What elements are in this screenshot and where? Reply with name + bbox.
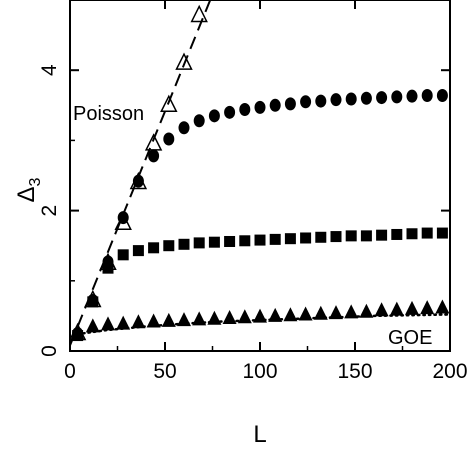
square-marker [224, 235, 236, 247]
square-marker [330, 231, 342, 243]
square-marker [284, 233, 296, 245]
square-marker [360, 230, 372, 242]
x-tick-label: 50 [153, 360, 176, 383]
reference-lines [70, 0, 450, 346]
circle-marker [300, 95, 312, 109]
filled-triangle-marker [207, 310, 222, 325]
open-triangle-marker [160, 94, 178, 113]
square-marker [132, 245, 144, 257]
square-marker [87, 296, 99, 308]
square-marker [102, 262, 114, 274]
filled-triangle-marker [222, 310, 237, 325]
circle-marker [224, 105, 236, 119]
y-tick-label: 2 [38, 205, 61, 217]
circle-marker [436, 88, 448, 102]
filled-triangle-marker [405, 300, 419, 315]
circle-marker [391, 90, 403, 104]
filled-triangle-marker [101, 316, 115, 331]
filled-triangle-marker [131, 314, 146, 329]
filled-triangle-marker [344, 304, 359, 319]
x-axis-ticks: 0 50 100 150 200 [64, 0, 468, 383]
circle-marker [315, 94, 327, 108]
open-triangle-marker [70, 322, 87, 341]
filled-triangle-marker [268, 307, 283, 322]
x-tick-label: 100 [242, 360, 277, 383]
square-marker [421, 227, 433, 239]
filled-triangle-marker [359, 303, 374, 318]
circle-marker [421, 88, 433, 102]
square-marker [345, 230, 357, 242]
square-marker [315, 231, 327, 243]
circle-marker [178, 121, 190, 135]
filled-triangle-marker [192, 311, 207, 326]
open-triangle-marker [84, 289, 102, 308]
circle-marker [330, 93, 342, 107]
square-marker [117, 249, 129, 261]
poisson-line [70, 0, 212, 346]
square-marker [208, 236, 220, 248]
square-marker [300, 232, 312, 244]
x-tick-label: 200 [432, 360, 467, 383]
y-axis-title: Δ3 [13, 177, 44, 202]
filled-triangle-marker [70, 326, 85, 341]
x-tick-label: 0 [64, 360, 76, 383]
open-triangle-marker [129, 171, 148, 190]
square-marker [178, 238, 190, 250]
filled-triangle-marker [389, 301, 404, 316]
filled-triangle-marker [374, 302, 389, 317]
square-marker [239, 235, 251, 247]
filled-triangle-marker [85, 318, 100, 333]
data-markers [70, 4, 450, 342]
filled-triangle-marker [283, 307, 298, 322]
circle-marker [269, 98, 281, 112]
square-marker [391, 228, 403, 240]
filled-triangle-marker [298, 306, 313, 321]
filled-triangle-marker [435, 299, 450, 314]
filled-triangle-marker [253, 308, 267, 323]
filled-triangle-marker [146, 313, 161, 328]
filled-triangle-marker [313, 305, 328, 320]
filled-triangle-marker [177, 312, 191, 327]
square-marker [436, 227, 448, 239]
y-tick-label: 0 [38, 345, 61, 357]
circle-marker [376, 91, 388, 105]
plot-frame [69, 0, 451, 352]
filled-triangle-marker [420, 300, 435, 315]
annotation-poisson: Poisson [73, 103, 144, 125]
square-marker [269, 233, 281, 245]
circle-marker [239, 103, 251, 117]
circle-marker [284, 97, 296, 111]
circle-marker [254, 100, 266, 114]
square-marker [376, 229, 388, 241]
filled-triangle-marker [116, 315, 131, 330]
circle-marker [208, 109, 220, 123]
annotation-goe: GOE [388, 327, 432, 349]
open-triangle-marker [99, 252, 117, 270]
circle-marker [406, 89, 418, 103]
circle-marker [360, 91, 372, 105]
filled-triangle-marker [237, 309, 252, 324]
filled-triangle-marker [329, 305, 343, 320]
circle-marker [345, 92, 357, 106]
filled-triangle-marker [161, 312, 176, 327]
square-marker [163, 240, 175, 252]
x-tick-label: 150 [337, 360, 372, 383]
circle-marker [163, 132, 175, 146]
circle-marker [193, 114, 205, 128]
open-triangle-marker [190, 4, 208, 23]
y-tick-label: 4 [38, 64, 61, 76]
open-triangle-marker [114, 212, 132, 230]
open-triangle-marker [175, 52, 193, 70]
circle-marker [148, 149, 160, 163]
square-marker [254, 234, 266, 246]
open-triangle-marker [144, 133, 163, 151]
square-marker [193, 237, 205, 249]
square-marker [148, 242, 160, 254]
square-marker [406, 228, 418, 240]
x-axis-title: L [253, 421, 266, 448]
